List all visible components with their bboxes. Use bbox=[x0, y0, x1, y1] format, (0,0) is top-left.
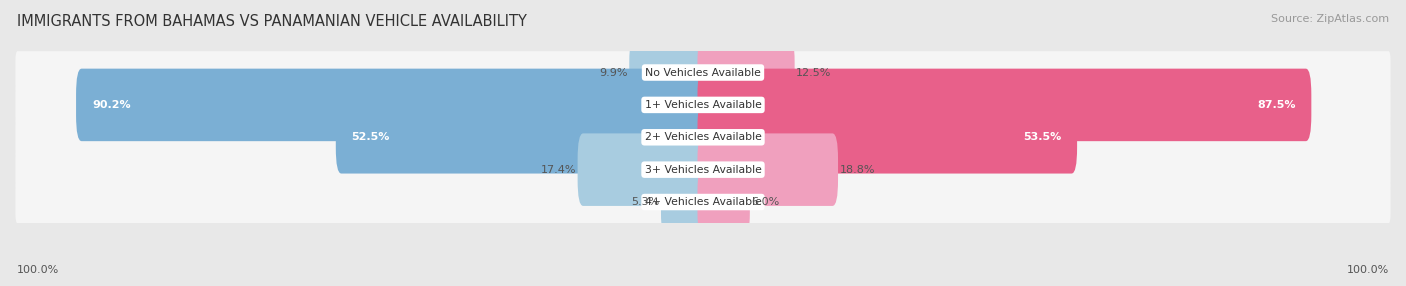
Text: 87.5%: 87.5% bbox=[1257, 100, 1295, 110]
FancyBboxPatch shape bbox=[697, 69, 1312, 141]
FancyBboxPatch shape bbox=[15, 181, 1391, 223]
Text: 1+ Vehicles Available: 1+ Vehicles Available bbox=[644, 100, 762, 110]
Text: 52.5%: 52.5% bbox=[352, 132, 389, 142]
Text: 100.0%: 100.0% bbox=[17, 265, 59, 275]
FancyBboxPatch shape bbox=[336, 101, 709, 174]
FancyBboxPatch shape bbox=[76, 69, 709, 141]
FancyBboxPatch shape bbox=[15, 84, 1391, 126]
Text: 9.9%: 9.9% bbox=[599, 67, 628, 78]
FancyBboxPatch shape bbox=[697, 36, 794, 109]
Text: IMMIGRANTS FROM BAHAMAS VS PANAMANIAN VEHICLE AVAILABILITY: IMMIGRANTS FROM BAHAMAS VS PANAMANIAN VE… bbox=[17, 14, 527, 29]
Text: 4+ Vehicles Available: 4+ Vehicles Available bbox=[644, 197, 762, 207]
FancyBboxPatch shape bbox=[630, 36, 709, 109]
Text: 90.2%: 90.2% bbox=[91, 100, 131, 110]
Text: 5.3%: 5.3% bbox=[631, 197, 659, 207]
Text: 2+ Vehicles Available: 2+ Vehicles Available bbox=[644, 132, 762, 142]
Text: 53.5%: 53.5% bbox=[1024, 132, 1062, 142]
FancyBboxPatch shape bbox=[697, 101, 1077, 174]
Text: Source: ZipAtlas.com: Source: ZipAtlas.com bbox=[1271, 14, 1389, 24]
FancyBboxPatch shape bbox=[661, 166, 709, 238]
FancyBboxPatch shape bbox=[697, 133, 838, 206]
Text: 3+ Vehicles Available: 3+ Vehicles Available bbox=[644, 165, 762, 175]
FancyBboxPatch shape bbox=[15, 148, 1391, 191]
FancyBboxPatch shape bbox=[578, 133, 709, 206]
FancyBboxPatch shape bbox=[697, 166, 749, 238]
FancyBboxPatch shape bbox=[15, 51, 1391, 94]
Text: No Vehicles Available: No Vehicles Available bbox=[645, 67, 761, 78]
Text: 100.0%: 100.0% bbox=[1347, 265, 1389, 275]
Text: 17.4%: 17.4% bbox=[541, 165, 576, 175]
Text: 18.8%: 18.8% bbox=[839, 165, 875, 175]
Text: 6.0%: 6.0% bbox=[751, 197, 779, 207]
FancyBboxPatch shape bbox=[15, 116, 1391, 159]
Text: 12.5%: 12.5% bbox=[796, 67, 831, 78]
